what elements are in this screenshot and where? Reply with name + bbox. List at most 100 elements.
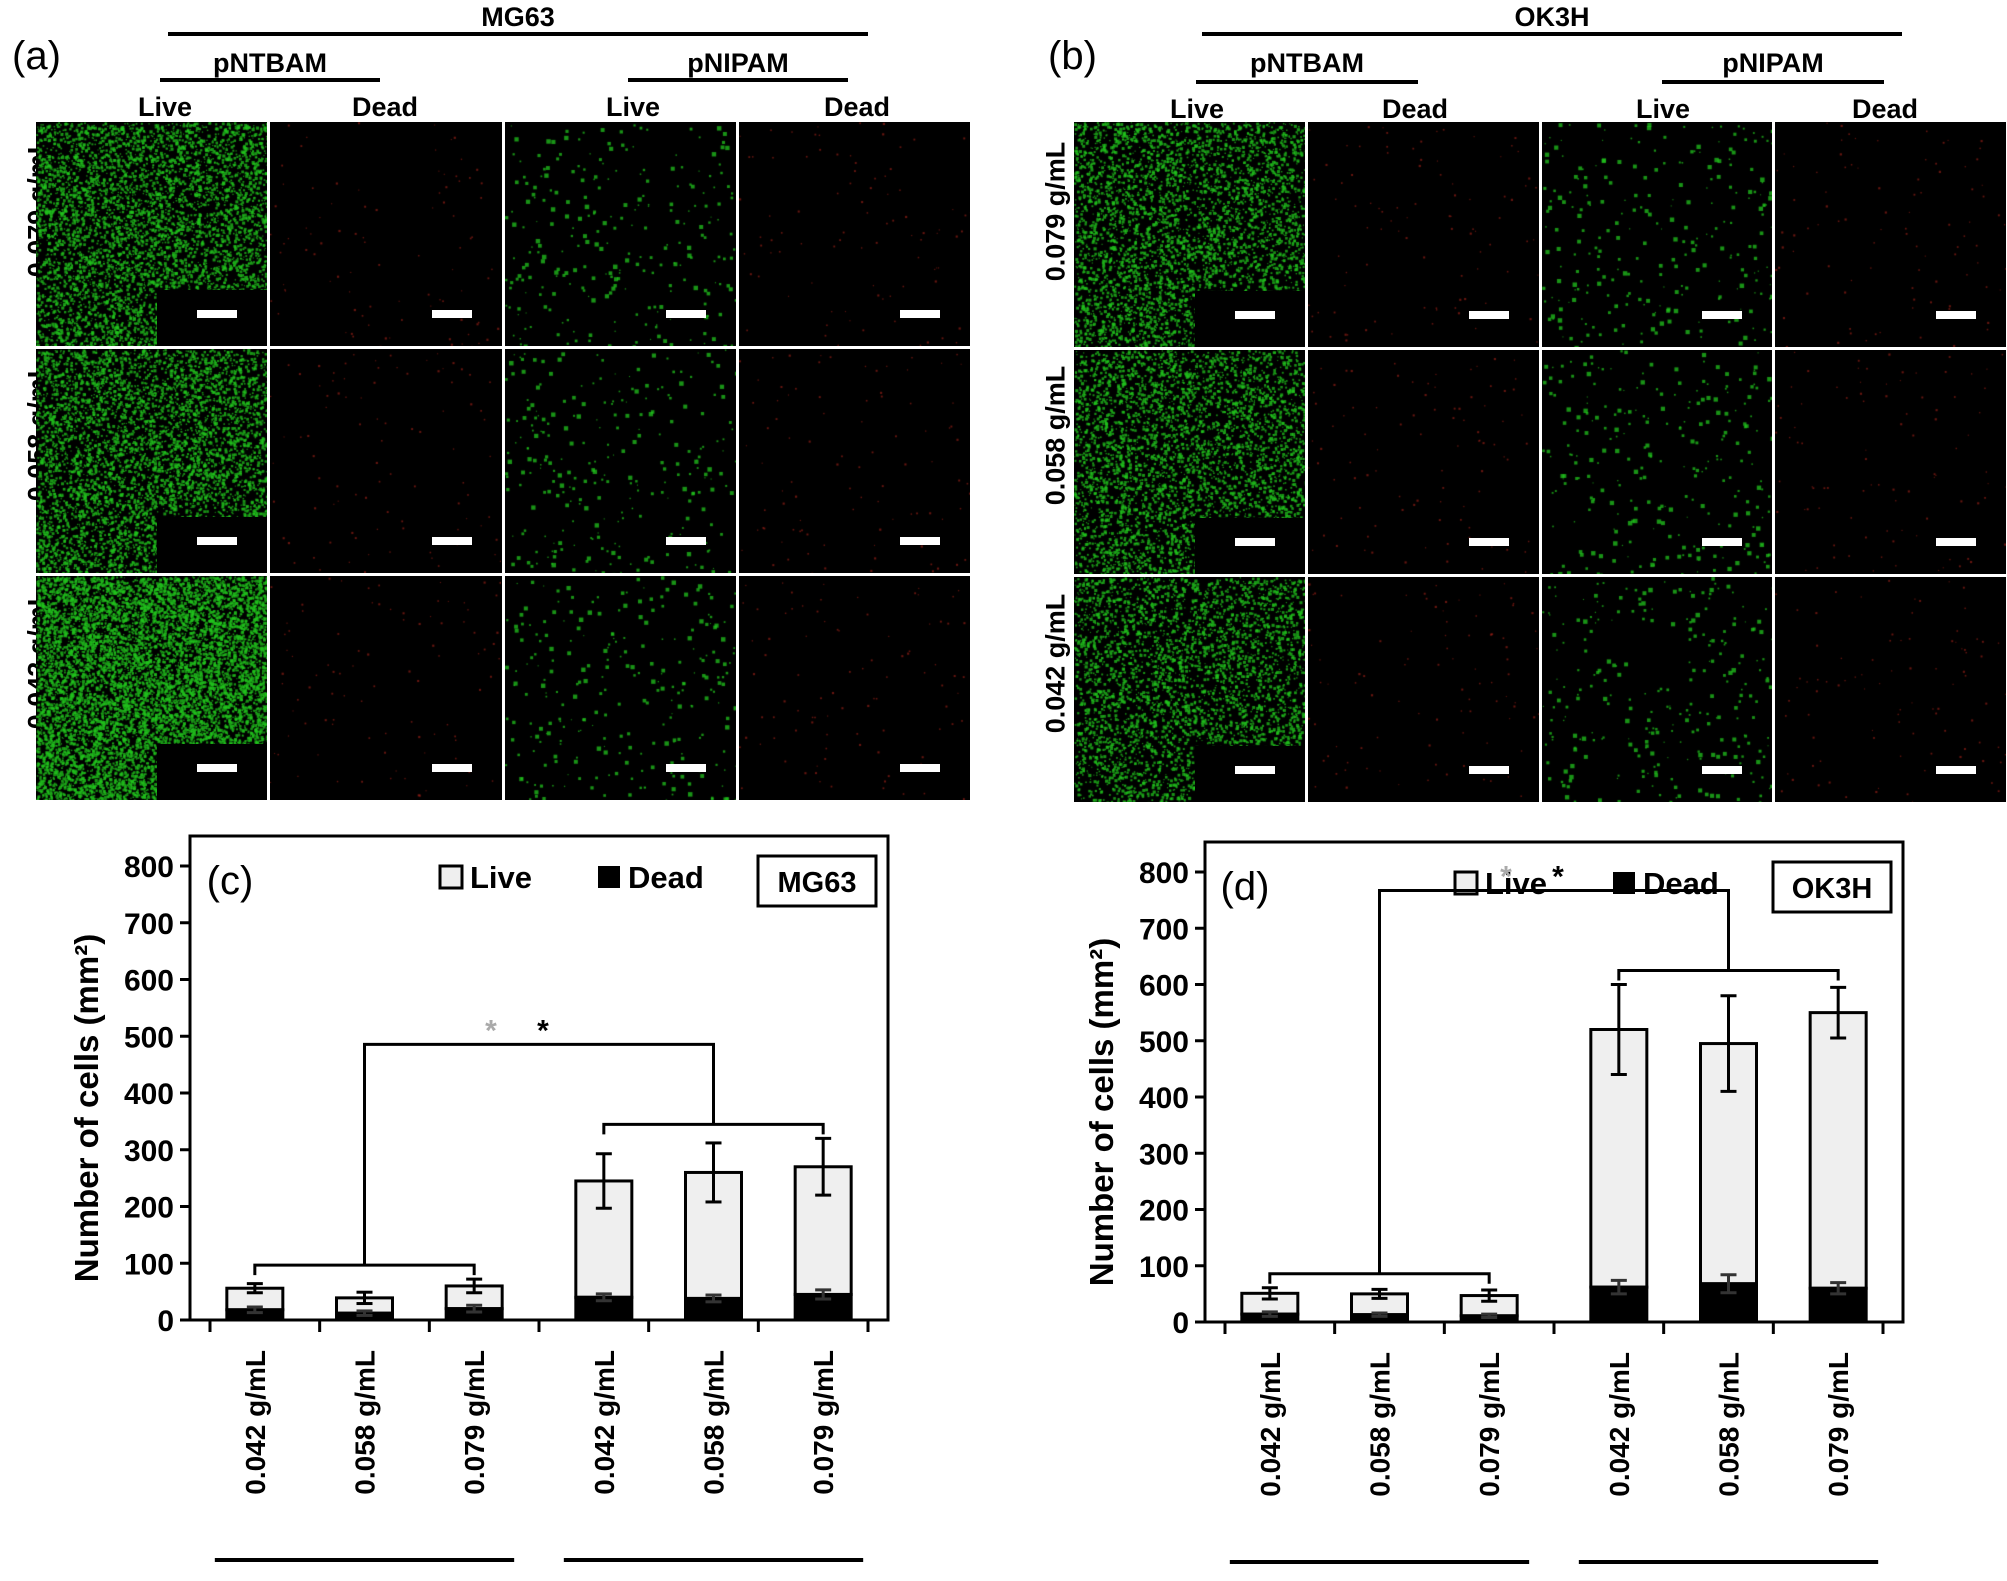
- header-rule: [1202, 32, 1902, 36]
- x-tick-label: 0.058 g/mL: [1365, 1352, 1396, 1497]
- scale-bar: [1468, 765, 1509, 774]
- group-rule: [160, 78, 380, 82]
- scale-bar: [197, 764, 238, 772]
- column-label: Dead: [1381, 94, 1449, 124]
- y-tick-label: 200: [1139, 1195, 1189, 1228]
- legend-live-swatch: [1453, 870, 1479, 896]
- cell-line-badge: [1771, 860, 1893, 914]
- live-stain-micrograph: [504, 349, 736, 573]
- x-tick-label: 0.042 g/mL: [589, 1350, 620, 1495]
- dead-stain-micrograph: [1775, 122, 2006, 347]
- y-tick-label: 200: [124, 1192, 174, 1225]
- x-tick-label: 0.079 g/mL: [1823, 1352, 1854, 1497]
- group-title: pNTBAM: [1250, 48, 1364, 78]
- legend-dead-swatch: [598, 866, 620, 888]
- live-stain-micrograph: [504, 576, 736, 800]
- significance-bracket: [253, 1263, 476, 1276]
- y-tick-label: 300: [1139, 1138, 1189, 1171]
- column-label: Dead: [1851, 94, 1919, 124]
- dead-stain-micrograph: [738, 122, 970, 346]
- panel-letter: (d): [1221, 865, 1270, 909]
- column-label: Live: [137, 92, 193, 122]
- live-stain-micrograph: [1074, 577, 1305, 802]
- column-label: Live: [605, 92, 661, 122]
- y-tick-label: 800: [1139, 857, 1189, 890]
- scale-bar: [1702, 538, 1743, 547]
- dead-stain-micrograph: [1307, 577, 1539, 802]
- bar-chart-mg63: 0 100 200 300 400 500 600 700 800 Number of cells…: [68, 834, 890, 1581]
- y-tick-label: 300: [124, 1135, 174, 1168]
- scale-bar: [1936, 538, 1976, 547]
- legend-dead-swatch: [1613, 872, 1635, 894]
- dead-stain-micrograph: [1775, 577, 2006, 802]
- group-rule: [628, 78, 848, 82]
- plot-frame: [1203, 840, 1905, 1324]
- scale-bar: [1936, 765, 1976, 774]
- column-label: Dead: [823, 92, 891, 122]
- group-title: pNTBAM: [213, 48, 327, 78]
- y-axis-label: Number of cells (mm²): [68, 934, 105, 1282]
- live-stain-micrograph: [1541, 577, 1773, 802]
- cell-line-title: MG63: [481, 2, 555, 32]
- significance-bracket: [363, 1042, 715, 1266]
- dead-stain-micrograph: [270, 122, 502, 346]
- cell-line-title: OK3H: [1514, 2, 1590, 32]
- bar-dead: [1589, 1285, 1649, 1324]
- plot-frame: [188, 834, 890, 1322]
- scale-bar-background: [1194, 290, 1305, 347]
- live-stain-micrograph: [36, 122, 268, 346]
- y-tick-label: 800: [124, 851, 174, 884]
- x-tick-label: 0.042 g/mL: [1255, 1352, 1286, 1497]
- group-label: pNTBAM: [1663, 1578, 1794, 1581]
- dead-stain-micrograph: [270, 576, 502, 800]
- bar-dead: [793, 1292, 853, 1322]
- group-rule: [1662, 80, 1884, 84]
- scale-bar: [197, 537, 238, 545]
- group-label: pNTBAM: [648, 1576, 779, 1581]
- live-stain-micrograph: [1074, 349, 1305, 575]
- dead-stain-micrograph: [1775, 349, 2006, 575]
- dead-stain-micrograph: [738, 576, 970, 800]
- x-tick-label: 0.058 g/mL: [1714, 1352, 1745, 1497]
- scale-bar-background: [157, 517, 268, 573]
- y-tick-label: 0: [1172, 1307, 1189, 1340]
- x-tick-label: 0.042 g/mL: [240, 1350, 271, 1495]
- significance-marker: *: [1552, 861, 1564, 894]
- legend-dead-label: Dead: [1643, 866, 1719, 901]
- y-tick-label: 500: [1139, 1026, 1189, 1059]
- scale-bar-background: [157, 744, 268, 800]
- group-label: pNIPAM: [306, 1576, 423, 1581]
- bar-chart-ok3h: 0 100 200 300 400 500 600 700 800 Number of cells…: [1083, 840, 1905, 1581]
- y-tick-label: 100: [124, 1248, 174, 1281]
- significance-bracket: [602, 1122, 825, 1135]
- cell-line-badge-label: MG63: [778, 867, 857, 899]
- significance-marker: *: [1500, 861, 1512, 894]
- y-tick-label: 600: [1139, 970, 1189, 1003]
- scale-bar: [431, 537, 472, 545]
- y-tick-label: 600: [124, 965, 174, 998]
- cell-line-badge: [756, 854, 878, 908]
- scale-bar: [900, 310, 940, 318]
- scale-bar: [1468, 538, 1509, 547]
- y-tick-label: 400: [124, 1078, 174, 1111]
- row-label: 0.042 g/mL: [1040, 593, 1071, 734]
- micrograph-grid: [1074, 122, 2006, 802]
- legend-live-label: Live: [470, 860, 532, 895]
- scale-bar-background: [1194, 745, 1305, 802]
- scale-bar: [665, 310, 706, 318]
- live-stain-micrograph: [504, 122, 736, 346]
- scale-bar: [900, 537, 940, 545]
- panel-letter: (c): [207, 859, 254, 903]
- live-stain-micrograph: [1541, 122, 1773, 347]
- x-tick-label: 0.079 g/mL: [459, 1350, 490, 1495]
- column-label: Dead: [351, 92, 419, 122]
- dead-stain-micrograph: [738, 349, 970, 573]
- live-stain-micrograph: [1074, 122, 1305, 347]
- scale-bar-background: [1194, 518, 1305, 575]
- panel-letter: (b): [1048, 34, 1097, 78]
- group-label: pNIPAM: [1321, 1578, 1438, 1581]
- dead-stain-micrograph: [1307, 122, 1539, 347]
- y-axis-label: Number of cells (mm²): [1083, 938, 1120, 1286]
- significance-marker: *: [537, 1014, 549, 1047]
- scale-bar: [431, 764, 472, 772]
